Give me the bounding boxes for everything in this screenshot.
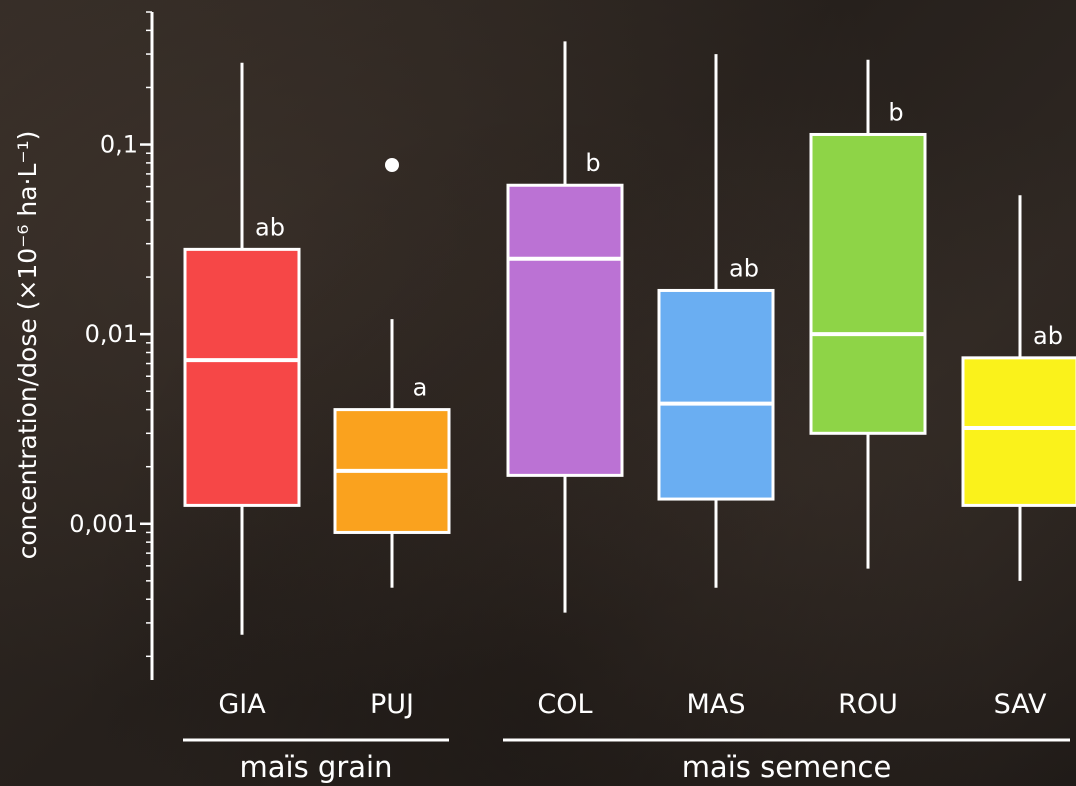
- box-puj: a: [333, 157, 451, 588]
- category-label: MAS: [687, 689, 746, 720]
- group-labels: maïs grain maïs semence: [183, 738, 1070, 784]
- category-label: SAV: [994, 689, 1047, 720]
- group-label: maïs semence: [682, 750, 892, 784]
- y-tick-label: 0,1: [100, 131, 138, 159]
- significance-letter: ab: [1033, 322, 1063, 350]
- category-label: ROU: [838, 689, 898, 720]
- box-sav: ab: [961, 195, 1076, 581]
- iqr-box: [961, 356, 1076, 507]
- y-tick-label: 0,01: [85, 320, 138, 348]
- iqr-box: [183, 247, 301, 507]
- category-label: GIA: [218, 689, 266, 720]
- category-label: PUJ: [370, 689, 414, 720]
- y-tick-label: 0,001: [69, 510, 138, 538]
- significance-letter: b: [888, 98, 903, 126]
- y-axis-label: concentration/dose (×10⁻⁶ ha·L⁻¹): [13, 131, 42, 560]
- iqr-box: [657, 288, 775, 501]
- box-col: b: [506, 41, 624, 613]
- iqr-box: [506, 183, 624, 477]
- x-axis-categories: GIA PUJ COL MAS ROU SAV: [218, 689, 1047, 720]
- significance-letter: ab: [255, 213, 285, 241]
- box-rou: b: [809, 59, 927, 569]
- box-gia: ab: [183, 62, 301, 635]
- group-label: maïs grain: [240, 750, 393, 784]
- outlier-point: [385, 157, 399, 172]
- category-label: COL: [537, 689, 592, 720]
- iqr-box: [809, 132, 927, 435]
- y-axis: 0,1 0,01 0,001: [69, 11, 154, 680]
- significance-letter: a: [413, 374, 428, 402]
- box-mas: ab: [657, 54, 775, 588]
- significance-letter: ab: [729, 254, 759, 282]
- significance-letter: b: [585, 149, 600, 177]
